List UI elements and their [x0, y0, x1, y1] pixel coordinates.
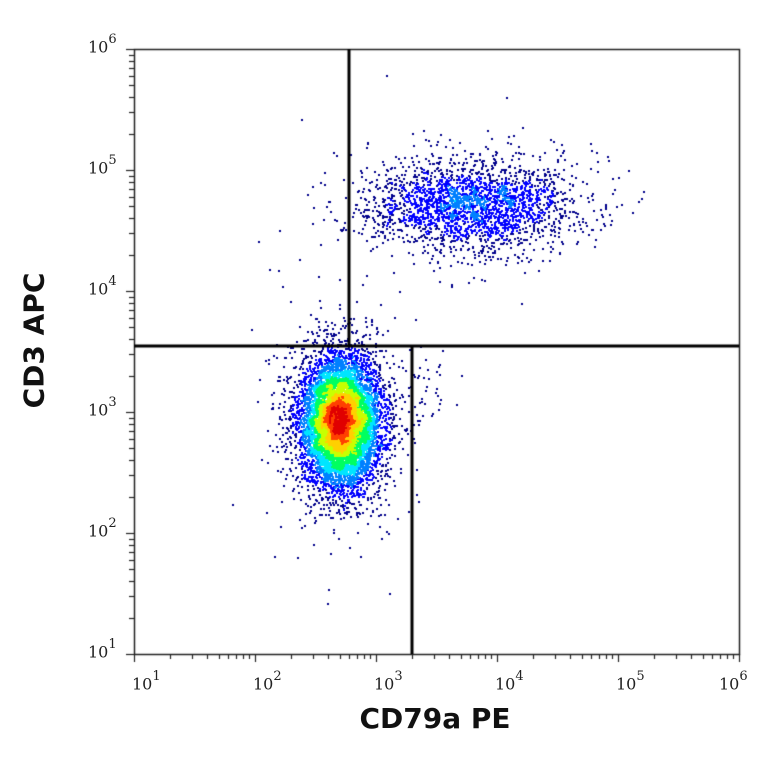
y-tick-label: 102: [88, 516, 117, 541]
y-tick-label: 101: [88, 637, 117, 662]
y-axis-label-text: CD3 APC: [17, 272, 51, 408]
y-tick-label: 106: [88, 32, 117, 57]
x-tick-label: 105: [616, 669, 645, 694]
x-tick-label: 106: [719, 669, 748, 694]
x-tick-label: 102: [253, 669, 282, 694]
y-axis-label: CD3 APC: [14, 240, 54, 440]
y-tick-label: 103: [88, 395, 117, 420]
x-tick-label: 101: [132, 669, 161, 694]
x-tick-label: 104: [495, 669, 524, 694]
x-tick-label: 103: [374, 669, 403, 694]
y-tick-label: 104: [88, 274, 117, 299]
y-tick-label: 105: [88, 153, 117, 178]
x-axis-label: CD79a PE: [359, 702, 511, 735]
